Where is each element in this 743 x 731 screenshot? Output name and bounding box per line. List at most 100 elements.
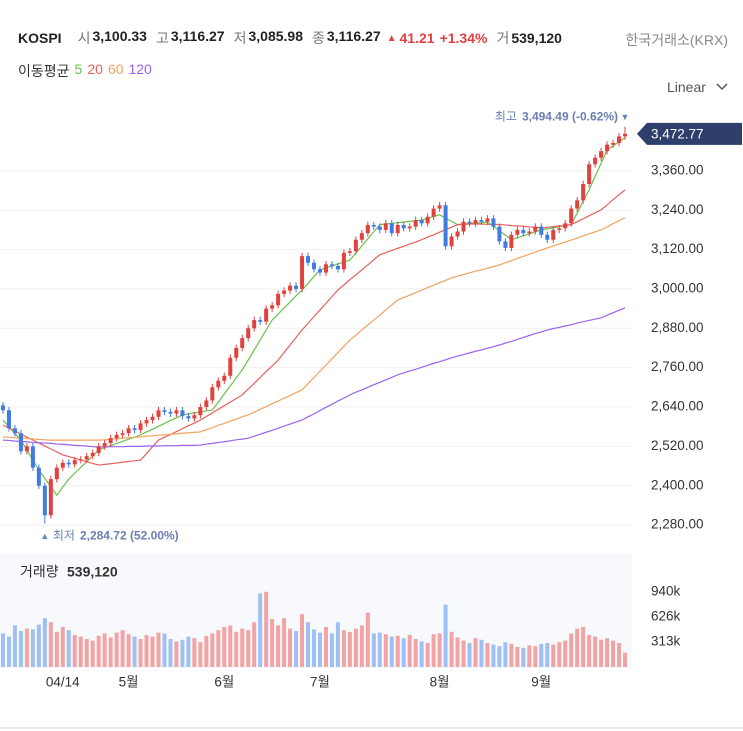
- candle-body: [198, 406, 203, 416]
- candle-body: [300, 256, 305, 289]
- volume-bar: [419, 641, 424, 667]
- volume-bar: [246, 630, 251, 667]
- volume-bar: [258, 593, 263, 667]
- volume-bar: [341, 630, 346, 667]
- volume-bar: [78, 636, 83, 667]
- volume-bar: [509, 643, 514, 667]
- volume-bar: [371, 633, 376, 667]
- volume-bar: [347, 631, 352, 667]
- volume-bar: [198, 642, 203, 667]
- volume-bar: [605, 638, 610, 667]
- volume-bar: [132, 636, 137, 667]
- volume-bar: [240, 628, 245, 667]
- change: 41.21: [399, 30, 435, 46]
- candle-body: [72, 460, 77, 465]
- y-tick-label: 2,640.00: [651, 399, 704, 414]
- max-title: 최고: [495, 110, 517, 124]
- volume-bar: [24, 628, 29, 667]
- legend-entry: 20: [87, 61, 103, 77]
- candle-body: [246, 328, 251, 339]
- legend-entry: 120: [128, 61, 152, 77]
- candle-body: [282, 290, 287, 294]
- candle-body: [431, 208, 436, 217]
- candle-body: [90, 452, 95, 457]
- volume-bar: [563, 640, 568, 667]
- candle-body: [467, 221, 472, 224]
- candle-body: [30, 446, 35, 468]
- max-marker: ▼: [621, 112, 630, 122]
- volume-bar: [389, 636, 394, 667]
- candle-body: [0, 405, 5, 411]
- volume-bar: [353, 628, 358, 667]
- volume-bar: [581, 627, 586, 667]
- volume-bar: [0, 633, 5, 667]
- candle-body: [323, 264, 328, 273]
- exchange: 한국거래소(KRX): [625, 32, 728, 48]
- candle-body: [312, 262, 316, 270]
- x-tick-label: 04/14: [46, 675, 80, 690]
- header: KOSPI 시 3,100.33 고 3,116.27 저 3,085.98 종 3,116.…: [18, 28, 562, 48]
- volume-bar: [359, 625, 364, 667]
- price-tag-label: 3,472.77: [651, 126, 704, 141]
- candle-body: [383, 223, 388, 230]
- volume-bar: [617, 643, 622, 667]
- candle-body: [138, 423, 143, 430]
- volume-bar: [312, 629, 316, 667]
- x-tick-label: 5월: [119, 675, 139, 690]
- candle-body: [42, 485, 47, 516]
- candle-body: [210, 387, 215, 401]
- volume-bar: [168, 639, 173, 667]
- volume-bar: [593, 636, 598, 667]
- candle-body: [545, 234, 550, 240]
- volume-bar: [96, 635, 101, 667]
- volume-bar: [413, 639, 418, 667]
- volume-bar: [485, 643, 490, 667]
- chevron[interactable]: [716, 83, 728, 91]
- volume-bar: [54, 631, 59, 667]
- scale-mode[interactable]: Linear: [667, 79, 706, 95]
- x-tick-label: 9월: [531, 675, 551, 690]
- volume-bar: [162, 633, 167, 667]
- candle-body: [575, 200, 580, 209]
- volume-bar: [461, 640, 466, 667]
- max-value: 3,494.49 (-0.62%): [522, 110, 618, 124]
- candle-body: [84, 456, 89, 460]
- volume-bar: [180, 639, 185, 667]
- volume-bar: [395, 635, 400, 667]
- candle-body: [395, 224, 400, 234]
- volume-bar: [425, 643, 430, 667]
- volume-bar: [252, 622, 257, 667]
- candle-body: [222, 375, 227, 381]
- x-tick-label: 6월: [214, 675, 234, 690]
- volume-bar: [138, 639, 143, 667]
- y-tick-label: 3,120.00: [651, 241, 704, 256]
- candle-body: [611, 142, 616, 145]
- candle-body: [527, 231, 532, 234]
- volume-bar: [126, 634, 131, 667]
- candle-body: [413, 220, 418, 227]
- candle-body: [329, 264, 334, 266]
- candle-body: [66, 462, 71, 465]
- up-arrow: ▲: [386, 32, 397, 44]
- symbol: KOSPI: [18, 30, 62, 46]
- volume-bar: [455, 637, 460, 667]
- candle-body: [108, 438, 113, 444]
- volume-bar: [270, 619, 275, 667]
- candle-body: [569, 208, 574, 224]
- volume-bar: [551, 644, 556, 667]
- volume-bar: [282, 618, 287, 667]
- legend-entry: 60: [107, 61, 124, 77]
- volume-bar: [156, 632, 161, 667]
- scale-dropdown[interactable]: Linear: [667, 79, 728, 95]
- candle-body: [114, 434, 119, 439]
- y-tick-label: 2,880.00: [651, 320, 704, 335]
- candle-body: [437, 205, 442, 209]
- candle-body: [497, 226, 502, 242]
- candle-body: [617, 136, 622, 143]
- volume-tick-label: 940k: [651, 583, 681, 598]
- y-tick-label: 3,000.00: [651, 280, 704, 295]
- item-value: 3,116.27: [326, 28, 381, 44]
- change-pct: +1.34%: [439, 30, 488, 46]
